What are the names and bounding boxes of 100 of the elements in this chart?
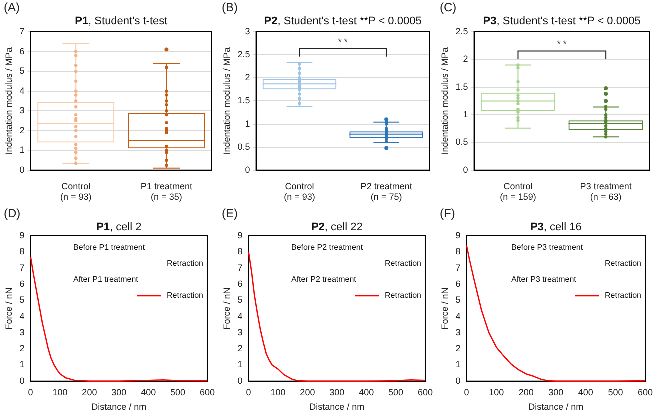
x-tick-label: 400 (141, 387, 156, 398)
x-tick-label: 100 (270, 387, 286, 398)
y-tick-label: 7 (456, 262, 461, 273)
text: (F) (440, 206, 456, 220)
x-tick-label: 200 (82, 387, 98, 398)
annotation: Retraction (385, 259, 422, 268)
x-tick-label: P3 treatment (n = 63) (580, 181, 632, 202)
y-tick-label: 2 (20, 125, 25, 136)
x-tick-label: 300 (548, 387, 564, 398)
x-tick-label: 400 (578, 387, 594, 398)
y-tick-label: 1 (456, 360, 461, 370)
x-tick-label: Control (n = 159) (500, 181, 536, 202)
y-tick-label: 6 (238, 278, 243, 289)
y-tick-label: 5 (238, 295, 243, 306)
annotation: Before P1 treatment (73, 243, 146, 252)
y-tick-label: 1 (20, 145, 25, 156)
y-tick-label: 0 (245, 164, 250, 175)
chart-title: P2, Student's t-test **P < 0.0005 (264, 16, 422, 28)
text: (B) (222, 0, 238, 14)
x-axis-title: Distance / nm (92, 402, 147, 412)
y-tick-label: 6 (456, 278, 461, 289)
y-tick-label: 4 (456, 311, 461, 322)
y-tick-label: 0 (463, 164, 468, 175)
y-tick-label: 1 (463, 110, 468, 120)
x-tick-label: P2 treatment (n = 75) (360, 181, 413, 202)
y-tick-label: 8 (20, 246, 25, 257)
y-tick-label: 2.5 (456, 26, 468, 36)
annotation: Before P2 treatment (291, 243, 364, 252)
y-tick-label: 9 (20, 230, 25, 240)
x-tick-label: Control (n = 93) (284, 181, 316, 202)
x-tick-label: 400 (359, 387, 374, 398)
annotation: After P1 treatment (73, 275, 140, 284)
y-tick-label: 8 (456, 246, 461, 257)
x-tick-label: 600 (200, 387, 216, 398)
annotation: After P2 treatment (291, 275, 358, 284)
y-tick-label: 1 (238, 360, 243, 370)
y-tick-label: 4 (20, 311, 25, 322)
y-tick-label: 2 (245, 72, 250, 83)
y-tick-label: 2 (456, 344, 461, 354)
legend-label: Retraction (385, 291, 422, 300)
y-tick-label: 2 (20, 344, 25, 354)
x-tick-label: 300 (112, 387, 127, 398)
y-tick-label: 7 (20, 26, 25, 36)
x-tick-label: 600 (418, 387, 434, 398)
y-tick-label: 0 (238, 376, 243, 386)
x-tick-label: 500 (388, 387, 404, 398)
y-tick-label: 1.5 (456, 82, 468, 92)
x-tick-label: 100 (489, 387, 504, 398)
annotation: Before P3 treatment (511, 243, 584, 252)
text: (C) (440, 0, 457, 14)
y-axis-title: Force / nN (440, 288, 450, 330)
y-axis-title: Indentation modulus / MPa (440, 48, 450, 155)
y-tick-label: 0 (20, 376, 25, 386)
y-axis-title: Indentation modulus / MPa (4, 48, 14, 155)
x-tick-label: 100 (52, 387, 68, 398)
y-tick-label: 5 (20, 295, 25, 306)
chart-title: P3, cell 16 (530, 222, 582, 234)
y-tick-label: 7 (238, 262, 243, 273)
y-tick-label: 9 (238, 230, 243, 240)
annotation: * * (338, 36, 348, 47)
annotation: Retraction (605, 259, 642, 268)
x-tick-label: Control (n = 93) (60, 181, 92, 202)
y-tick-label: 6 (20, 46, 25, 56)
y-tick-label: 1 (20, 360, 25, 370)
y-tick-label: 2 (238, 344, 243, 354)
annotation: Retraction (167, 259, 204, 268)
y-axis-title: Force / nN (222, 288, 232, 330)
x-tick-label: 200 (300, 387, 316, 398)
chart-title: P1, cell 2 (96, 222, 142, 234)
y-tick-label: 0.5 (456, 137, 468, 148)
x-tick-label: 300 (330, 387, 345, 398)
annotation: * * (557, 39, 568, 50)
y-tick-label: 4 (20, 86, 25, 96)
x-tick-label: P1 treatment (n = 35) (140, 181, 193, 202)
y-tick-label: 0 (20, 164, 25, 175)
x-axis-title: Distance / nm (528, 402, 584, 412)
x-tick-label: 500 (608, 387, 624, 398)
chart-title: P2, cell 22 (311, 222, 363, 234)
chart-title: P3, Student's t-test **P < 0.0005 (483, 16, 641, 28)
x-tick-label: 0 (28, 387, 34, 398)
annotation: After P3 treatment (511, 275, 578, 284)
y-tick-label: 1 (245, 118, 250, 129)
y-tick-label: 5 (20, 66, 25, 76)
y-tick-label: 3 (456, 327, 461, 338)
y-tick-label: 8 (238, 246, 243, 257)
text: (E) (222, 206, 238, 220)
y-tick-label: 2.5 (238, 50, 250, 60)
y-tick-label: 3 (20, 327, 25, 338)
y-tick-label: 9 (456, 230, 461, 240)
legend-label: Retraction (605, 291, 642, 300)
y-tick-label: 7 (20, 262, 25, 273)
y-tick-label: 6 (20, 278, 25, 289)
y-axis-title: Force / nN (4, 288, 14, 330)
y-tick-label: 0.5 (238, 142, 250, 152)
y-tick-label: 3 (238, 327, 243, 338)
x-tick-label: 200 (518, 387, 534, 398)
x-axis-title: Distance / nm (310, 402, 365, 412)
chart-title: P1, Student's t-test (75, 16, 168, 28)
y-tick-label: 4 (238, 311, 243, 322)
legend-label: Retraction (167, 291, 204, 300)
